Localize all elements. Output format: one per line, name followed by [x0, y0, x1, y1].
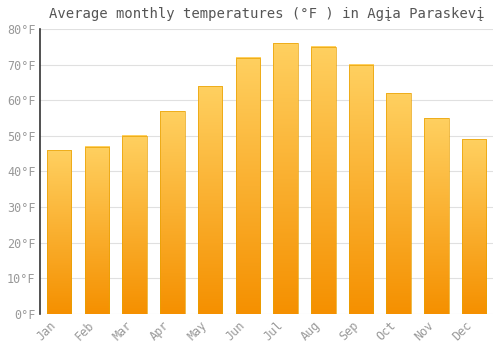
Bar: [84, 147, 109, 314]
Bar: [386, 93, 411, 314]
Bar: [311, 47, 336, 314]
Title: Average monthly temperatures (°F ) in Agįa Paraskevį: Average monthly temperatures (°F ) in Ag…: [49, 7, 484, 21]
Bar: [274, 43, 298, 314]
Bar: [462, 139, 486, 314]
Bar: [236, 57, 260, 314]
Bar: [424, 118, 448, 314]
Bar: [122, 136, 147, 314]
Bar: [160, 111, 184, 314]
Bar: [198, 86, 222, 314]
Bar: [47, 150, 72, 314]
Bar: [348, 65, 374, 314]
